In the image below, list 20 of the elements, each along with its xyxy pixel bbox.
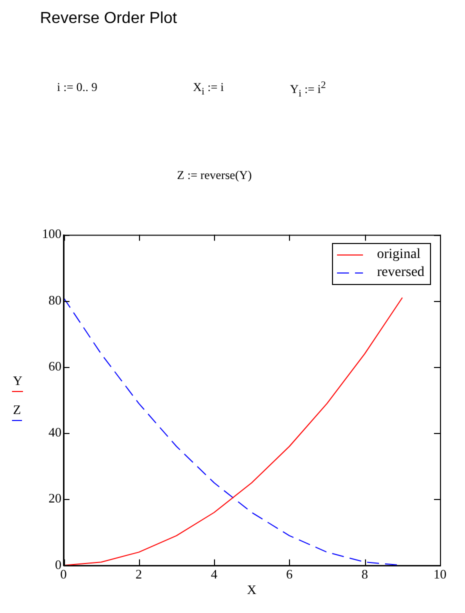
x-tick-label: 2 <box>136 566 142 582</box>
legend-label: original <box>377 246 421 263</box>
x-tick-label: 10 <box>434 566 446 582</box>
y-tick-label: 0 <box>55 556 62 572</box>
y-tick-label: 100 <box>42 226 62 242</box>
x-axis-title: X <box>247 582 256 598</box>
chart-title: Reverse Order Plot <box>40 10 177 28</box>
y-tick-label: 20 <box>48 490 62 506</box>
legend-label: reversed <box>377 264 424 281</box>
x-tick-label: 8 <box>361 566 368 582</box>
y-axis-title: Y Z <box>12 373 24 419</box>
x-tick-label: 6 <box>286 566 294 582</box>
y-tick-label: 40 <box>48 424 62 440</box>
y-tick-label: 80 <box>48 292 62 308</box>
text: Y$_{i}$ := i$^{2}$ <box>290 80 326 100</box>
text: Z := reverse(Y) <box>177 168 252 183</box>
text: i := 0.. 9 <box>57 80 98 95</box>
y-tick-label: 60 <box>48 358 62 374</box>
text: X$_{i}$ := i <box>193 80 224 98</box>
x-tick-label: 4 <box>210 566 218 582</box>
